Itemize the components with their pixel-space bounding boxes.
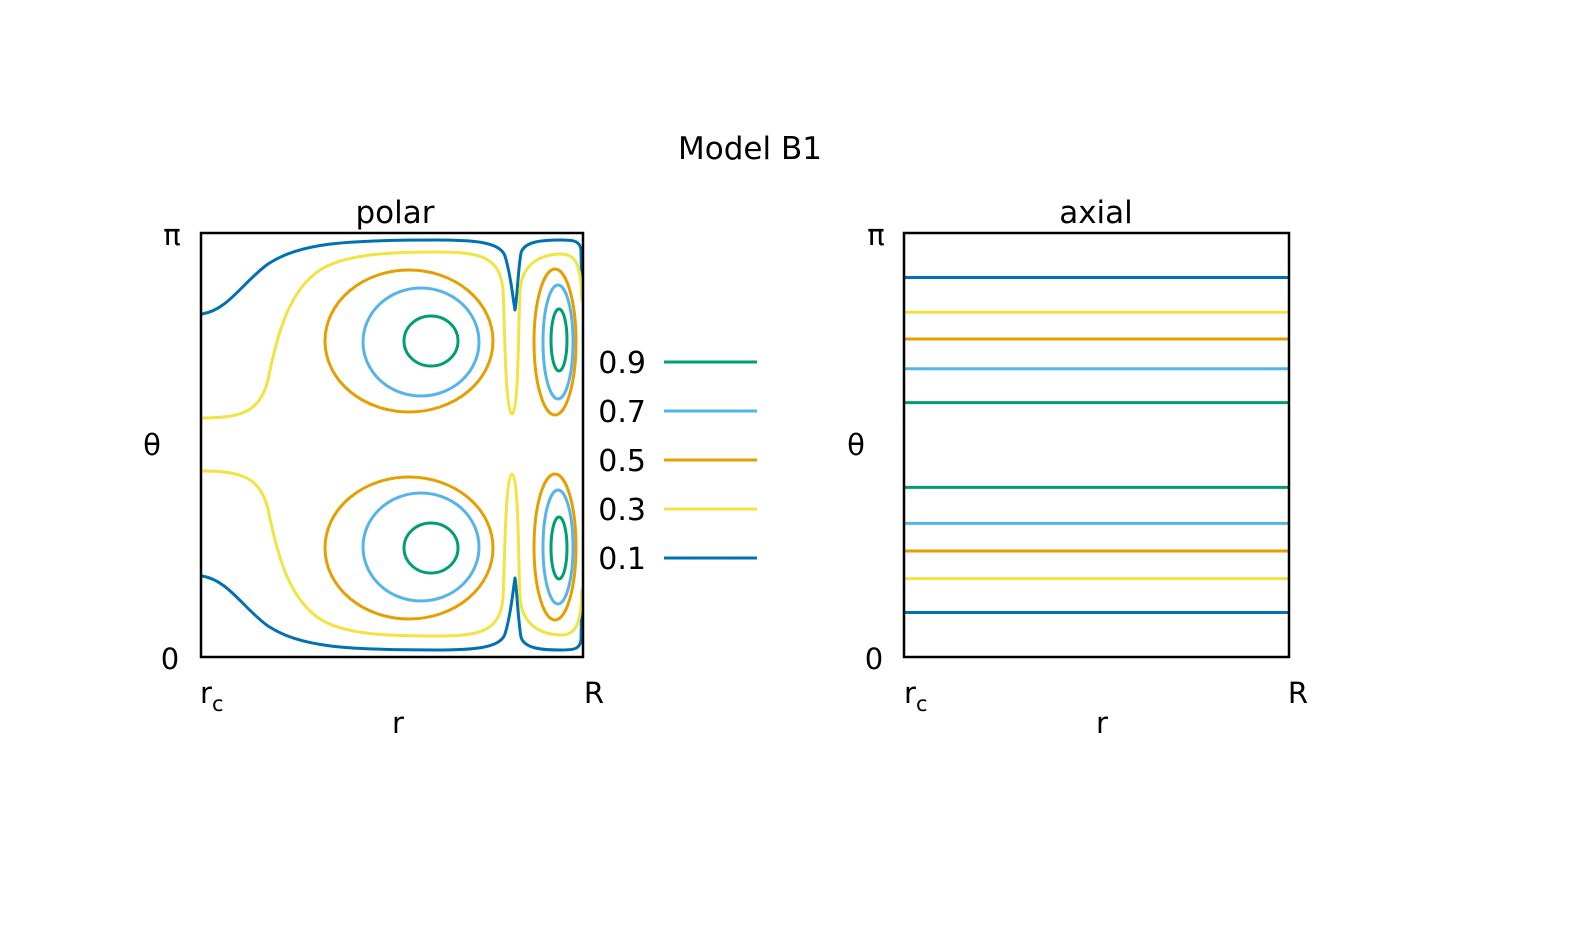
- figure-title: Model B1: [678, 131, 822, 167]
- polar-ylabel: θ: [143, 428, 161, 462]
- polar-contour-0.5-lower-small: [532, 472, 578, 622]
- polar-contour-0.3-top: [200, 250, 584, 420]
- polar-contour-0.7-upper: [361, 286, 481, 398]
- polar-contour-0.3-bottom: [200, 469, 584, 638]
- polar-xtick-R: R: [584, 676, 604, 710]
- polar-contour-0.9-lower-small: [549, 515, 569, 581]
- legend: 0.9 0.7 0.5 0.3 0.1: [598, 346, 757, 577]
- polar-contour-0.7-lower-small: [541, 488, 575, 606]
- legend-label-0.7: 0.7: [598, 395, 646, 430]
- legend-label-0.1: 0.1: [598, 542, 646, 577]
- polar-contour-0.9-upper-small: [549, 307, 569, 373]
- polar-contour-0.7-lower: [361, 491, 481, 603]
- axial-frame: [902, 231, 1291, 659]
- polar-title: polar: [356, 195, 435, 231]
- axial-ytick-0: 0: [865, 642, 883, 676]
- polar-ytick-0: 0: [161, 642, 179, 676]
- polar-contour-0.9-upper: [402, 314, 460, 368]
- legend-label-0.3: 0.3: [598, 493, 646, 528]
- axial-panel: axial π 0 θ rc R r: [847, 195, 1308, 740]
- polar-frame: [199, 231, 585, 659]
- axial-lines: [904, 276, 1289, 614]
- polar-contours: [200, 238, 584, 652]
- axial-ylabel: θ: [847, 428, 865, 462]
- polar-ytick-pi: π: [163, 218, 180, 252]
- legend-label-0.9: 0.9: [598, 346, 646, 381]
- polar-contour-0.5-upper: [323, 268, 495, 414]
- legend-label-0.5: 0.5: [598, 444, 646, 479]
- polar-contour-0.5-lower: [323, 475, 495, 621]
- polar-xlabel: r: [392, 706, 404, 740]
- axial-xtick-rc: rc: [904, 676, 927, 716]
- polar-contour-0.5-upper-small: [532, 267, 578, 417]
- polar-xtick-rc: rc: [200, 676, 223, 716]
- polar-contour-0.7-upper-small: [541, 283, 575, 401]
- axial-ytick-pi: π: [867, 218, 884, 252]
- polar-panel: polar π 0 θ rc: [143, 195, 604, 740]
- polar-contour-0.1-bottom: [200, 574, 584, 652]
- axial-title: axial: [1059, 195, 1133, 231]
- polar-contour-0.9-lower: [402, 521, 460, 575]
- polar-contour-0.1-top: [200, 238, 584, 316]
- axial-xtick-R: R: [1288, 676, 1308, 710]
- axial-xlabel: r: [1096, 706, 1108, 740]
